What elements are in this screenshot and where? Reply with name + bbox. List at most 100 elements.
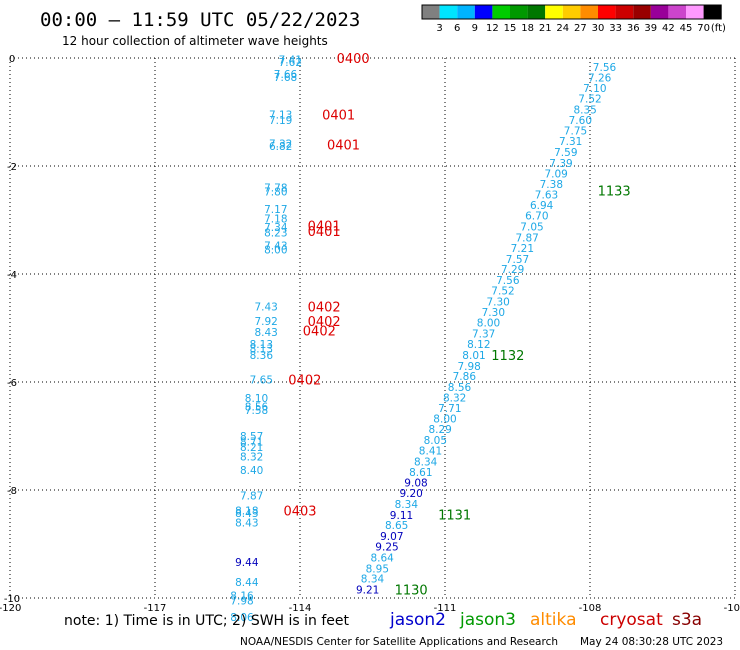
wave-height-label: 8.56 — [448, 382, 472, 394]
colorbar-swatch — [598, 5, 616, 19]
footer-credit: NOAA/NESDIS Center for Satellite Applica… — [240, 636, 558, 648]
wave-height-label: 8.95 — [366, 563, 389, 575]
chart-subtitle: 12 hour collection of altimeter wave hei… — [62, 34, 328, 48]
colorbar-swatch — [474, 5, 493, 19]
wave-height-label: 7.87 — [515, 232, 538, 244]
y-tick-label: -8 — [7, 486, 17, 497]
wave-height-label: 8.34 — [395, 499, 419, 511]
wave-height-label: 7.57 — [506, 254, 529, 266]
colorbar-swatch — [580, 5, 598, 19]
colorbar-label: (ft) — [711, 23, 726, 34]
wave-height-label: 7.31 — [559, 136, 582, 148]
y-tick-label: -4 — [7, 270, 17, 281]
y-tick-label: -2 — [7, 162, 17, 173]
pass-time-label: 0401 — [308, 225, 341, 240]
satellite-cryosat: cryosat — [600, 610, 663, 630]
colorbar-label: 21 — [539, 23, 552, 34]
wave-height-label: 8.65 — [385, 520, 408, 532]
wave-height-label: 7.56 — [593, 62, 617, 74]
colorbar-swatch — [422, 5, 440, 19]
pass-time-label: 0402 — [303, 325, 336, 340]
wave-height-label: 7.98 — [230, 596, 253, 608]
wave-height-label: 7.92 — [254, 316, 277, 328]
wave-height-label: 7.52 — [578, 94, 601, 106]
y-tick-label: -6 — [7, 378, 17, 389]
wave-height-label: 7.30 — [482, 307, 505, 319]
pass-time-label: 1133 — [598, 184, 631, 199]
colorbar-label: 42 — [662, 23, 675, 34]
wave-height-label: 8.41 — [419, 446, 442, 458]
pass-time-label: 0402 — [308, 315, 341, 330]
wave-height-label: 6.94 — [530, 200, 554, 212]
wave-height-label: 8.23 — [264, 227, 287, 239]
pass-time-label: 0403 — [283, 505, 316, 520]
colorbar-label: 9 — [472, 23, 478, 34]
colorbar-swatch — [562, 5, 581, 19]
wave-height-label: 6.70 — [525, 211, 548, 223]
wave-height-label: 8.06 — [230, 612, 254, 624]
pass-time-label: 1132 — [491, 349, 524, 364]
wave-height-label: 8.29 — [428, 424, 451, 436]
wave-height-label: 8.34 — [414, 456, 438, 468]
wave-height-label: 8.01 — [462, 350, 485, 362]
wave-height-label: 7.58 — [245, 405, 268, 417]
wave-height-label: 9.08 — [404, 477, 427, 489]
wave-height-label: 7.05 — [520, 221, 543, 233]
colorbar-label: 45 — [680, 23, 693, 34]
wave-height-label: 8.32 — [240, 452, 263, 464]
colorbar-label: 33 — [609, 23, 622, 34]
colorbar-label: 70 — [697, 23, 710, 34]
wave-height-label: 9.20 — [399, 488, 422, 500]
colorbar-swatch — [686, 5, 704, 19]
wave-height-label: 7.63 — [535, 190, 558, 202]
wave-height-label: 8.61 — [409, 467, 432, 479]
wave-height-label: 8.00 — [264, 245, 287, 257]
footer-timestamp: May 24 08:30:28 UTC 2023 — [580, 636, 723, 648]
wave-height-label: 9.44 — [235, 557, 259, 569]
wave-height-label: 8.00 — [433, 414, 456, 426]
wave-height-label: 7.21 — [511, 243, 534, 255]
wave-height-label: 8.34 — [361, 574, 385, 586]
wave-height-label: 7.43 — [254, 301, 277, 313]
wave-height-label: 8.32 — [443, 393, 466, 405]
colorbar-swatch — [527, 5, 546, 19]
wave-height-label: 7.66 — [274, 69, 298, 81]
colorbar-swatch — [492, 5, 510, 19]
colorbar-swatch — [510, 5, 528, 19]
wave-height-label: 7.56 — [496, 275, 520, 287]
footer-note: note: 1) Time is in UTC; 2) SWH is in fe… — [64, 613, 350, 629]
axis-ticks: -120 -117 -114 -111 -108 -105 0 -2 -4 -6 -8 -10 — [0, 54, 740, 614]
wave-height-label: 8.71 — [240, 436, 263, 448]
pass-time-label: 1130 — [395, 583, 428, 598]
wave-height-label: 7.26 — [588, 72, 612, 84]
wave-height-label: 8.43 — [254, 327, 277, 339]
colorbar-label: 36 — [627, 23, 640, 34]
wave-height-label: 7.65 — [250, 374, 273, 386]
colorbar-swatch — [703, 5, 722, 19]
wave-height-label: 7.98 — [457, 361, 480, 373]
wave-height-label: 7.80 — [264, 186, 287, 198]
colorbar-swatch — [650, 5, 669, 19]
satellite-legend: jason2 jason3 altika cryosat s3a — [389, 610, 702, 630]
wave-height-label: 8.43 — [235, 517, 258, 529]
plot-grid — [9, 57, 736, 599]
wave-height-label: 8.21 — [240, 442, 263, 454]
colorbar-label: 15 — [504, 23, 517, 34]
colorbar-frame — [421, 4, 722, 20]
colorbar-swatch — [545, 5, 563, 19]
wave-height-label: 8.36 — [250, 350, 274, 362]
wave-height-label: 7.30 — [486, 297, 509, 309]
x-tick-label: -117 — [144, 603, 167, 614]
wave-height-label: 7.18 — [264, 213, 287, 225]
pass-time-label: 0400 — [337, 52, 370, 67]
wave-height-label: 8.57 — [240, 431, 263, 443]
wave-height-label: 7.62 — [279, 57, 302, 69]
wave-height-label: 7.13 — [269, 110, 292, 122]
colorbar-swatch — [457, 5, 475, 19]
colorbar-swatch — [633, 5, 651, 19]
wave-height-label: 7.37 — [472, 328, 495, 340]
satellite-jason3: jason3 — [459, 610, 516, 630]
pass-time-label: 0402 — [288, 373, 321, 388]
chart-title: 00:00 – 11:59 UTC 05/22/2023 — [40, 9, 360, 31]
pass-time-label: 1131 — [438, 508, 471, 523]
